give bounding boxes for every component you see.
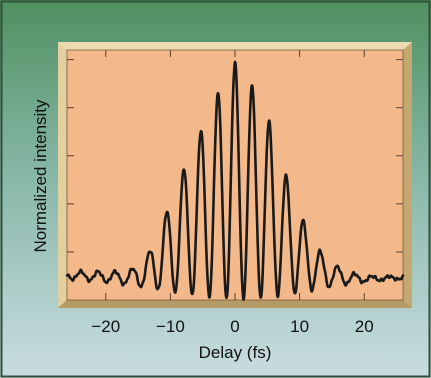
- plot-frame-bevel-top: [58, 42, 412, 50]
- x-axis-label: Delay (fs): [199, 343, 272, 362]
- x-tick-label: 20: [355, 317, 374, 336]
- x-axis-tick-labels: −20 −10 0 10 20: [91, 317, 373, 336]
- x-tick-label: 10: [290, 317, 309, 336]
- series-line-autocorrelation: [65, 60, 405, 301]
- plot-frame-bevel-right: [403, 42, 412, 308]
- plot-frame-bevel-left: [58, 42, 67, 308]
- plot-area: [66, 49, 404, 301]
- x-axis-ticks: [105, 50, 365, 300]
- plot-frame-bevel-bottom: [58, 300, 412, 308]
- x-tick-label: 0: [230, 317, 239, 336]
- y-axis-label: Normalized intensity: [31, 99, 50, 253]
- y-axis-ticks: [67, 59, 403, 253]
- x-tick-label: −20: [91, 317, 120, 336]
- x-tick-label: −10: [156, 317, 185, 336]
